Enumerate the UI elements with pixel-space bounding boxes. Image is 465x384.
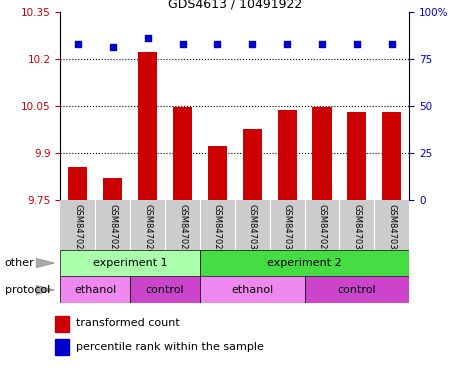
Bar xyxy=(138,52,157,200)
Bar xyxy=(347,112,366,200)
Point xyxy=(318,40,325,46)
Text: experiment 1: experiment 1 xyxy=(93,258,167,268)
Text: GSM847030: GSM847030 xyxy=(248,204,257,255)
Text: control: control xyxy=(146,285,185,295)
Point xyxy=(144,35,152,41)
Text: ethanol: ethanol xyxy=(231,285,273,295)
Bar xyxy=(200,250,409,276)
Bar xyxy=(278,110,297,200)
Text: transformed count: transformed count xyxy=(76,318,180,328)
Bar xyxy=(382,112,401,200)
Point xyxy=(353,40,361,46)
Bar xyxy=(243,129,262,200)
Point xyxy=(248,40,256,46)
Bar xyxy=(130,276,200,303)
Text: GSM847032: GSM847032 xyxy=(283,204,292,255)
Bar xyxy=(55,316,69,332)
Text: ethanol: ethanol xyxy=(74,285,116,295)
Text: percentile rank within the sample: percentile rank within the sample xyxy=(76,341,264,351)
Bar xyxy=(55,339,69,355)
Text: experiment 2: experiment 2 xyxy=(267,258,342,268)
Point xyxy=(109,44,116,50)
Point xyxy=(283,40,291,46)
Point xyxy=(214,40,221,46)
Text: GSM847028: GSM847028 xyxy=(213,204,222,255)
Point xyxy=(388,40,395,46)
Bar xyxy=(68,167,87,200)
Point xyxy=(179,40,186,46)
Text: GSM847025: GSM847025 xyxy=(108,204,117,255)
Polygon shape xyxy=(36,258,54,268)
Text: GSM847033: GSM847033 xyxy=(387,204,396,255)
Text: other: other xyxy=(5,258,34,268)
Bar xyxy=(60,276,130,303)
Title: GDS4613 / 10491922: GDS4613 / 10491922 xyxy=(168,0,302,10)
Polygon shape xyxy=(36,285,54,295)
Bar xyxy=(208,146,227,200)
Text: GSM847026: GSM847026 xyxy=(143,204,152,255)
Point xyxy=(74,40,82,46)
Bar xyxy=(103,178,122,200)
Text: GSM847024: GSM847024 xyxy=(73,204,82,255)
Text: protocol: protocol xyxy=(5,285,50,295)
Bar xyxy=(312,107,332,200)
Text: GSM847029: GSM847029 xyxy=(318,204,326,255)
Text: GSM847031: GSM847031 xyxy=(352,204,361,255)
Bar xyxy=(60,250,200,276)
Bar xyxy=(200,276,305,303)
Bar xyxy=(173,107,192,200)
Bar xyxy=(305,276,409,303)
Text: GSM847027: GSM847027 xyxy=(178,204,187,255)
Text: control: control xyxy=(338,285,376,295)
